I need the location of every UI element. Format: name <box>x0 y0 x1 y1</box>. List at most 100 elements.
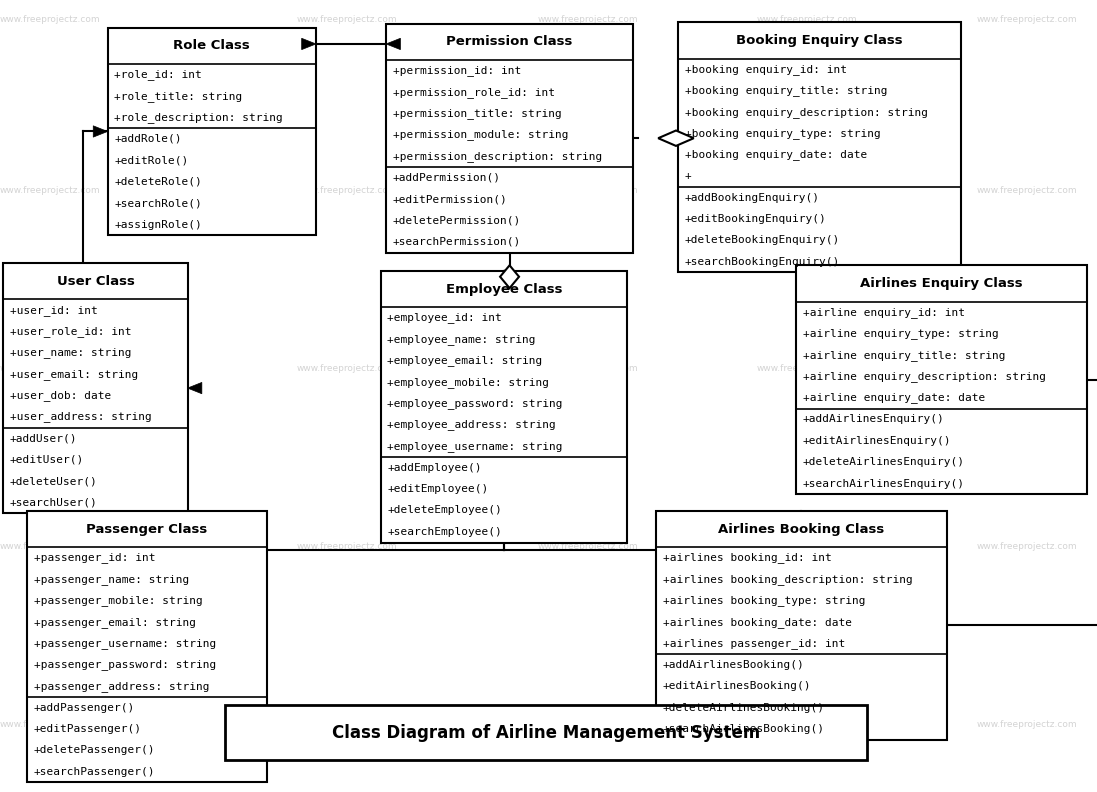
Polygon shape <box>658 131 693 146</box>
Text: www.freeprojectz.com: www.freeprojectz.com <box>976 542 1077 551</box>
Text: www.freeprojectz.com: www.freeprojectz.com <box>976 185 1077 195</box>
Text: Permission Class: Permission Class <box>446 36 573 48</box>
Text: www.freeprojectz.com: www.freeprojectz.com <box>538 542 638 551</box>
Text: +editAirlinesBooking(): +editAirlinesBooking() <box>663 681 811 691</box>
Text: +employee_mobile: string: +employee_mobile: string <box>387 377 550 387</box>
Polygon shape <box>302 38 316 50</box>
Text: +airlines booking_type: string: +airlines booking_type: string <box>663 596 866 606</box>
Text: www.freeprojectz.com: www.freeprojectz.com <box>757 15 858 25</box>
Text: www.freeprojectz.com: www.freeprojectz.com <box>0 15 101 25</box>
Text: www.freeprojectz.com: www.freeprojectz.com <box>296 364 397 373</box>
Bar <box>678 22 961 272</box>
Text: +editUser(): +editUser() <box>10 455 84 465</box>
Polygon shape <box>93 126 108 137</box>
Text: User Class: User Class <box>57 275 134 287</box>
Bar <box>225 705 867 760</box>
Text: +employee_address: string: +employee_address: string <box>387 420 556 430</box>
Text: +employee_email: string: +employee_email: string <box>387 356 543 366</box>
Text: +passenger_name: string: +passenger_name: string <box>34 574 190 584</box>
Text: +employee_name: string: +employee_name: string <box>387 334 535 345</box>
Text: www.freeprojectz.com: www.freeprojectz.com <box>538 15 638 25</box>
Text: www.freeprojectz.com: www.freeprojectz.com <box>0 720 101 729</box>
Text: +airlines passenger_id: int: +airlines passenger_id: int <box>663 638 845 649</box>
Text: +booking enquiry_id: int: +booking enquiry_id: int <box>685 64 847 74</box>
Text: +permission_title: string: +permission_title: string <box>393 109 562 119</box>
Text: Class Diagram of Airline Management System: Class Diagram of Airline Management Syst… <box>331 724 760 741</box>
Text: +user_id: int: +user_id: int <box>10 305 98 315</box>
Text: +employee_password: string: +employee_password: string <box>387 398 563 409</box>
Text: +searchAirlinesBooking(): +searchAirlinesBooking() <box>663 724 825 734</box>
Text: www.freeprojectz.com: www.freeprojectz.com <box>976 15 1077 25</box>
Text: +user_email: string: +user_email: string <box>10 369 138 379</box>
Text: +editBookingEnquiry(): +editBookingEnquiry() <box>685 214 826 224</box>
Text: Employee Class: Employee Class <box>445 283 563 295</box>
Text: +role_id: int: +role_id: int <box>114 70 202 80</box>
Text: www.freeprojectz.com: www.freeprojectz.com <box>976 720 1077 729</box>
Text: Airlines Enquiry Class: Airlines Enquiry Class <box>860 277 1024 290</box>
Text: +: + <box>685 171 691 181</box>
Text: +booking enquiry_description: string: +booking enquiry_description: string <box>685 107 928 117</box>
Text: Airlines Booking Class: Airlines Booking Class <box>719 523 884 535</box>
Text: +addPermission(): +addPermission() <box>393 173 500 183</box>
Text: +user_role_id: int: +user_role_id: int <box>10 326 132 337</box>
Text: +addAirlinesBooking(): +addAirlinesBooking() <box>663 660 804 670</box>
Text: +user_address: string: +user_address: string <box>10 412 151 422</box>
Text: +searchEmployee(): +searchEmployee() <box>387 527 502 537</box>
Text: Booking Enquiry Class: Booking Enquiry Class <box>736 34 903 47</box>
Text: +addRole(): +addRole() <box>114 134 182 144</box>
Text: +airlines booking_description: string: +airlines booking_description: string <box>663 574 913 584</box>
Text: +airline enquiry_id: int: +airline enquiry_id: int <box>803 307 965 318</box>
Text: www.freeprojectz.com: www.freeprojectz.com <box>757 542 858 551</box>
Polygon shape <box>500 265 519 288</box>
Text: +passenger_username: string: +passenger_username: string <box>34 638 216 649</box>
Text: +deleteAirlinesBooking(): +deleteAirlinesBooking() <box>663 703 825 713</box>
Text: +passenger_address: string: +passenger_address: string <box>34 681 210 691</box>
Text: +assignRole(): +assignRole() <box>114 219 202 230</box>
Text: +addBookingEnquiry(): +addBookingEnquiry() <box>685 192 819 203</box>
Text: www.freeprojectz.com: www.freeprojectz.com <box>538 364 638 373</box>
Text: www.freeprojectz.com: www.freeprojectz.com <box>0 364 101 373</box>
Polygon shape <box>188 383 202 394</box>
Text: www.freeprojectz.com: www.freeprojectz.com <box>0 542 101 551</box>
Text: +searchPermission(): +searchPermission() <box>393 237 521 247</box>
Polygon shape <box>386 38 400 50</box>
Text: www.freeprojectz.com: www.freeprojectz.com <box>538 185 638 195</box>
Text: www.freeprojectz.com: www.freeprojectz.com <box>296 185 397 195</box>
Bar <box>796 265 1087 494</box>
Text: +searchPassenger(): +searchPassenger() <box>34 767 156 777</box>
Text: +airline enquiry_date: date: +airline enquiry_date: date <box>803 393 985 403</box>
Bar <box>656 511 947 740</box>
Text: Passenger Class: Passenger Class <box>87 523 207 535</box>
Text: +deleteAirlinesEnquiry(): +deleteAirlinesEnquiry() <box>803 457 965 467</box>
Text: www.freeprojectz.com: www.freeprojectz.com <box>0 185 101 195</box>
Text: +booking enquiry_title: string: +booking enquiry_title: string <box>685 86 887 96</box>
Text: +airline enquiry_description: string: +airline enquiry_description: string <box>803 371 1047 382</box>
Text: www.freeprojectz.com: www.freeprojectz.com <box>296 15 397 25</box>
Text: +permission_module: string: +permission_module: string <box>393 130 568 140</box>
Bar <box>381 271 627 543</box>
Text: +deleteUser(): +deleteUser() <box>10 476 98 486</box>
Bar <box>108 28 316 235</box>
Bar <box>27 511 267 782</box>
Text: +searchUser(): +searchUser() <box>10 497 98 508</box>
Text: +editPermission(): +editPermission() <box>393 194 508 204</box>
Text: +searchBookingEnquiry(): +searchBookingEnquiry() <box>685 257 840 267</box>
Text: +passenger_mobile: string: +passenger_mobile: string <box>34 596 203 606</box>
Bar <box>3 263 188 513</box>
Text: +role_title: string: +role_title: string <box>114 91 242 101</box>
Text: +user_name: string: +user_name: string <box>10 348 132 358</box>
Text: +permission_role_id: int: +permission_role_id: int <box>393 87 555 97</box>
Text: www.freeprojectz.com: www.freeprojectz.com <box>757 185 858 195</box>
Text: +addAirlinesEnquiry(): +addAirlinesEnquiry() <box>803 414 945 425</box>
Text: +permission_description: string: +permission_description: string <box>393 151 602 162</box>
Text: +editAirlinesEnquiry(): +editAirlinesEnquiry() <box>803 436 951 446</box>
Text: +permission_id: int: +permission_id: int <box>393 66 521 76</box>
Text: +searchAirlinesEnquiry(): +searchAirlinesEnquiry() <box>803 478 965 489</box>
Text: +employee_username: string: +employee_username: string <box>387 441 563 451</box>
Text: +airline enquiry_title: string: +airline enquiry_title: string <box>803 350 1006 360</box>
Text: +editEmployee(): +editEmployee() <box>387 484 488 494</box>
Text: +deletePermission(): +deletePermission() <box>393 215 521 226</box>
Text: +airline enquiry_type: string: +airline enquiry_type: string <box>803 329 998 339</box>
Text: www.freeprojectz.com: www.freeprojectz.com <box>296 720 397 729</box>
Text: +editRole(): +editRole() <box>114 155 189 166</box>
